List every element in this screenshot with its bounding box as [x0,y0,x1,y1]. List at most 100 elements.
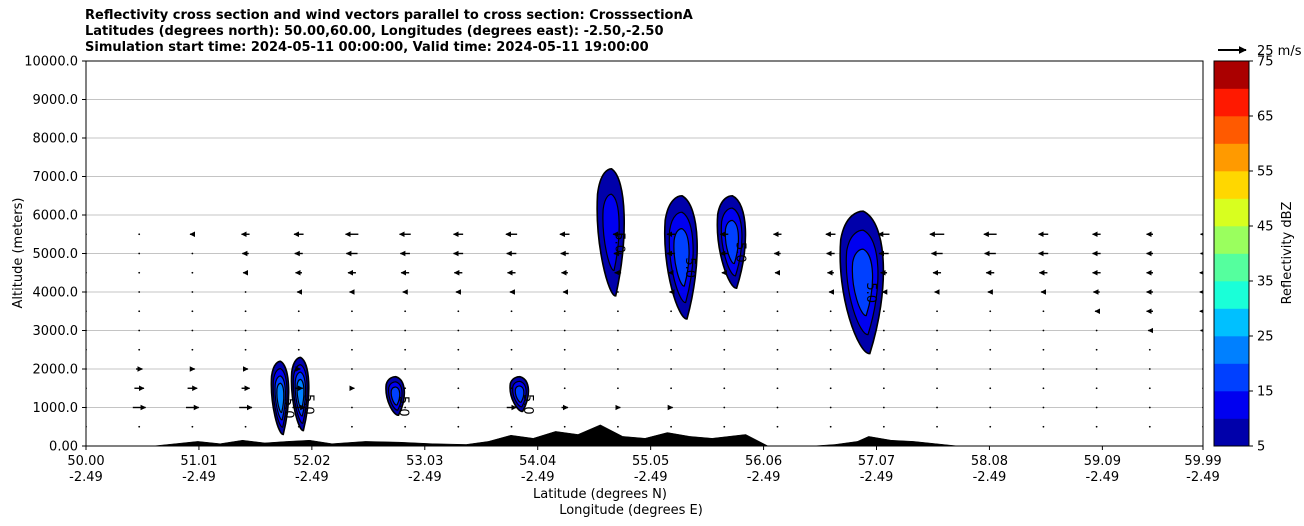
wind-vector [404,348,407,351]
wind-vector [1042,348,1045,351]
wind-vector [457,329,460,332]
wind-vector [723,425,726,428]
colorbar-label: Reflectivity dBZ [1280,202,1295,305]
wind-vector [1042,387,1045,390]
wind-vector [457,406,460,409]
colorbar: 5 15 25 35 45 55 65 75 [1213,55,1274,455]
wind-vector [510,425,513,428]
contour-level [673,228,690,287]
wind-vector [1148,368,1151,370]
wind-vector [244,310,247,313]
wind-vector [457,387,460,390]
colorbar-segment [1214,336,1249,364]
contour-level [390,386,401,406]
wind-vector [670,368,672,370]
wind-vector [457,348,460,351]
wind-vector [723,310,726,313]
colorbar-tick-label: 45 [1257,220,1274,235]
y-tick-label: 10000.0 [24,55,78,70]
wind-vector [723,329,726,332]
x-tick-label-lat: 58.08 [971,454,1008,469]
wind-vector [670,310,672,313]
wind-vector [989,329,992,332]
x-tick-label-lat: 59.99 [1184,454,1221,469]
contour-label: 5.0 [520,394,535,415]
wind-vector [404,368,407,370]
contour-label: 5.0 [682,257,697,278]
chart-title-line-1: Reflectivity cross section and wind vect… [85,8,693,23]
y-tick-label: 1000.0 [33,401,79,416]
wind-vector [191,348,194,351]
wind-vector [882,387,885,390]
reflectivity-cell: 5.0 [290,356,316,432]
wind-vector [723,368,726,370]
x-tick-label-lon: -2.49 [69,470,103,485]
y-tick-label: 3000.0 [33,324,79,339]
wind-vector [1042,425,1045,428]
wind-vector [191,425,194,428]
wind-vector [1042,329,1045,332]
wind-vector [351,310,353,313]
wind-vector [989,387,992,390]
wind-vector [404,425,407,428]
chart-title-line-2: Latitudes (degrees north): 50.00,60.00, … [85,24,664,39]
colorbar-tick-label: 15 [1257,385,1274,400]
wind-vector [829,348,832,351]
wind-vector [563,425,566,428]
contour-label: 5.0 [732,242,747,263]
y-tick-label: 2000.0 [33,363,79,378]
y-tick-label: 9000.0 [33,93,79,108]
x-tick-label-lon: -2.49 [634,470,668,485]
wind-vector [404,387,407,390]
wind-vector [936,348,938,351]
x-tick-label-lon: -2.49 [295,470,329,485]
wind-vector [776,310,779,313]
wind-vector [510,387,513,390]
x-tick-label-lon: -2.49 [973,470,1007,485]
wind-vector [617,329,619,332]
reflectivity-cell: 5.0 [716,194,747,289]
colorbar-segment [1214,391,1249,419]
wind-vector [936,368,938,370]
x-tick-label-lon: -2.49 [182,470,216,485]
reflectivity-cell: 5.0 [270,360,296,436]
wind-vector [723,387,726,390]
wind-vector [882,329,885,332]
terrain [86,424,1203,446]
wind-vector [1148,406,1151,409]
colorbar-segment [1214,61,1249,89]
wind-vector [404,310,407,313]
x-tick-label-lat: 56.06 [745,454,782,469]
x-tick-label-lat: 54.04 [519,454,556,469]
wind-vector [617,291,619,293]
wind-vector [829,310,832,313]
colorbar-tick-label: 55 [1257,165,1274,180]
colorbar-segment [1214,171,1249,199]
wind-vector [563,310,566,313]
colorbar-segment [1214,418,1249,447]
wind-vector [351,368,353,370]
wind-vector [776,387,779,390]
x-tick-label-lon: -2.49 [860,470,894,485]
grid-lines [86,99,1203,408]
x-tick-label-lon: -2.49 [1086,470,1120,485]
wind-vector [191,291,194,293]
contour-label: 5.0 [396,396,411,417]
wind-vector [882,310,885,313]
wind-vector [1042,368,1045,370]
terrain-profile [86,424,1203,446]
wind-vector [829,406,832,409]
wind-vector [244,291,247,293]
y-tick-label: 7000.0 [33,170,79,185]
wind-vector [1095,348,1098,351]
wind-vector [297,425,300,428]
colorbar-tick-label: 5 [1257,440,1265,455]
wind-vector [989,425,992,428]
x-tick-label-lat: 57.07 [858,454,895,469]
x-tick-label-lon: -2.49 [1186,470,1220,485]
wind-vector [457,368,460,370]
wind-vector [1095,425,1098,428]
y-axis-label: Altitude (meters) [11,198,26,309]
wind-vector [191,310,194,313]
colorbar-segment [1214,143,1249,172]
